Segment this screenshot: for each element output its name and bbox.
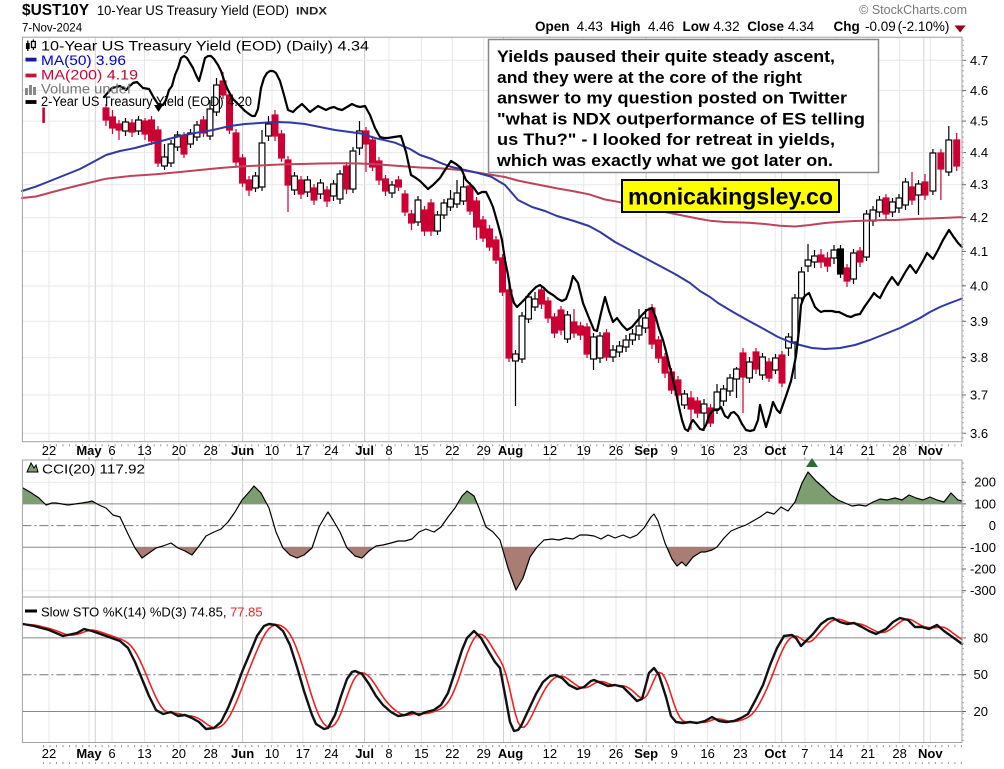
svg-text:21: 21 xyxy=(861,746,875,761)
svg-text:20: 20 xyxy=(172,443,186,458)
svg-text:200: 200 xyxy=(974,475,996,490)
svg-text:4.0: 4.0 xyxy=(970,278,988,293)
svg-text:-100: -100 xyxy=(970,540,996,555)
svg-text:answer to my question posted o: answer to my question posted on Twitter xyxy=(497,89,847,108)
svg-text:May: May xyxy=(76,443,102,458)
svg-text:Nov: Nov xyxy=(918,443,943,458)
svg-text:6: 6 xyxy=(108,443,115,458)
svg-text:Jun: Jun xyxy=(231,443,254,458)
svg-text:22: 22 xyxy=(42,746,56,761)
svg-text:10-Year US Treasury Yield (EOD: 10-Year US Treasury Yield (EOD) (Daily) … xyxy=(41,39,370,54)
svg-text:Sep: Sep xyxy=(634,746,658,761)
svg-text:29: 29 xyxy=(476,746,490,761)
svg-text:3.6: 3.6 xyxy=(970,426,988,441)
svg-text:23: 23 xyxy=(733,746,747,761)
svg-text:4.7: 4.7 xyxy=(970,53,988,68)
svg-text:19: 19 xyxy=(576,443,590,458)
svg-text:May: May xyxy=(76,746,102,761)
svg-text:3.7: 3.7 xyxy=(970,388,988,403)
svg-text:which was exactly what we got: which was exactly what we got later on. xyxy=(496,151,833,170)
svg-text:15: 15 xyxy=(414,443,428,458)
svg-text:3.8: 3.8 xyxy=(970,350,988,365)
svg-text:Jun: Jun xyxy=(231,746,254,761)
svg-text:8: 8 xyxy=(385,443,392,458)
svg-text:12: 12 xyxy=(543,746,557,761)
svg-text:20: 20 xyxy=(974,704,988,719)
svg-text:MA(50) 3.96: MA(50) 3.96 xyxy=(41,53,126,68)
svg-text:22: 22 xyxy=(42,443,56,458)
svg-text:Sep: Sep xyxy=(634,443,658,458)
svg-text:monicakingsley.co: monicakingsley.co xyxy=(628,184,833,210)
svg-text:12: 12 xyxy=(543,443,557,458)
svg-text:Volume undef: Volume undef xyxy=(41,82,131,97)
svg-text:22: 22 xyxy=(445,746,459,761)
svg-text:26: 26 xyxy=(609,443,623,458)
svg-text:100: 100 xyxy=(974,496,996,511)
svg-text:10: 10 xyxy=(265,443,279,458)
svg-text:26: 26 xyxy=(609,746,623,761)
svg-text:7-Nov-2024: 7-Nov-2024 xyxy=(22,23,83,35)
svg-text:28: 28 xyxy=(892,443,906,458)
svg-text:Oct: Oct xyxy=(764,746,786,761)
svg-text:Oct: Oct xyxy=(764,443,786,458)
svg-text:6: 6 xyxy=(108,746,115,761)
svg-text:9: 9 xyxy=(671,746,678,761)
svg-text:28: 28 xyxy=(203,443,217,458)
svg-text:13: 13 xyxy=(137,746,151,761)
svg-text:8: 8 xyxy=(385,746,392,761)
svg-text:80: 80 xyxy=(974,630,988,645)
svg-text:17: 17 xyxy=(296,443,310,458)
svg-text:and they were at the core of t: and they were at the core of the right xyxy=(497,68,802,87)
svg-text:us Thu?" - I looked for retrea: us Thu?" - I looked for retreat in yield… xyxy=(497,130,835,149)
svg-text:7: 7 xyxy=(801,443,808,458)
svg-text:4.3: 4.3 xyxy=(970,177,988,192)
svg-text:Nov: Nov xyxy=(918,746,943,761)
svg-text:0: 0 xyxy=(989,518,996,533)
svg-text:7: 7 xyxy=(801,746,808,761)
svg-text:-200: -200 xyxy=(970,562,996,577)
svg-text:9: 9 xyxy=(671,443,678,458)
svg-text:Jul: Jul xyxy=(355,443,374,458)
svg-text:19: 19 xyxy=(576,746,590,761)
svg-text:13: 13 xyxy=(137,443,151,458)
svg-text:3.9: 3.9 xyxy=(970,314,988,329)
svg-text:Slow STO %K(14) %D(3) 74.85, 7: Slow STO %K(14) %D(3) 74.85, 77.85 xyxy=(41,605,263,620)
svg-text:28: 28 xyxy=(892,746,906,761)
svg-text:2-Year US Treasury Yield (EOD): 2-Year US Treasury Yield (EOD) 4.20 xyxy=(41,94,252,109)
svg-text:Aug: Aug xyxy=(498,746,523,761)
svg-text:Jul: Jul xyxy=(355,746,374,761)
svg-text:50: 50 xyxy=(974,667,988,682)
svg-text:4.5: 4.5 xyxy=(970,114,988,129)
svg-text:Yields paused their quite stea: Yields paused their quite steady ascent, xyxy=(497,47,835,66)
svg-text:© StockCharts.com: © StockCharts.com xyxy=(859,3,967,17)
svg-text:Aug: Aug xyxy=(498,443,523,458)
svg-text:4.1: 4.1 xyxy=(970,244,988,259)
svg-text:28: 28 xyxy=(203,746,217,761)
svg-text:14: 14 xyxy=(829,443,843,458)
svg-text:23: 23 xyxy=(733,443,747,458)
svg-text:-300: -300 xyxy=(970,583,996,598)
svg-text:16: 16 xyxy=(700,443,714,458)
svg-text:17: 17 xyxy=(296,746,310,761)
svg-text:20: 20 xyxy=(172,746,186,761)
svg-text:$UST10Y: $UST10Y xyxy=(22,2,90,19)
svg-text:4.4: 4.4 xyxy=(970,145,988,160)
svg-text:4.2: 4.2 xyxy=(970,210,988,225)
svg-text:24: 24 xyxy=(324,443,338,458)
svg-text:15: 15 xyxy=(414,746,428,761)
svg-text:24: 24 xyxy=(324,746,338,761)
svg-text:16: 16 xyxy=(700,746,714,761)
svg-text:4.6: 4.6 xyxy=(970,83,988,98)
svg-text:INDX: INDX xyxy=(296,6,328,18)
svg-text:21: 21 xyxy=(861,443,875,458)
svg-text:22: 22 xyxy=(445,443,459,458)
svg-text:CCI(20) 117.92: CCI(20) 117.92 xyxy=(42,462,145,477)
svg-text:29: 29 xyxy=(476,443,490,458)
svg-text:"what is NDX outperformance of: "what is NDX outperformance of ES tellin… xyxy=(497,109,865,128)
svg-text:10: 10 xyxy=(265,746,279,761)
svg-text:MA(200) 4.19: MA(200) 4.19 xyxy=(41,68,138,83)
svg-text:10-Year US Treasury Yield (EOD: 10-Year US Treasury Yield (EOD) xyxy=(97,3,289,18)
svg-text:14: 14 xyxy=(829,746,843,761)
